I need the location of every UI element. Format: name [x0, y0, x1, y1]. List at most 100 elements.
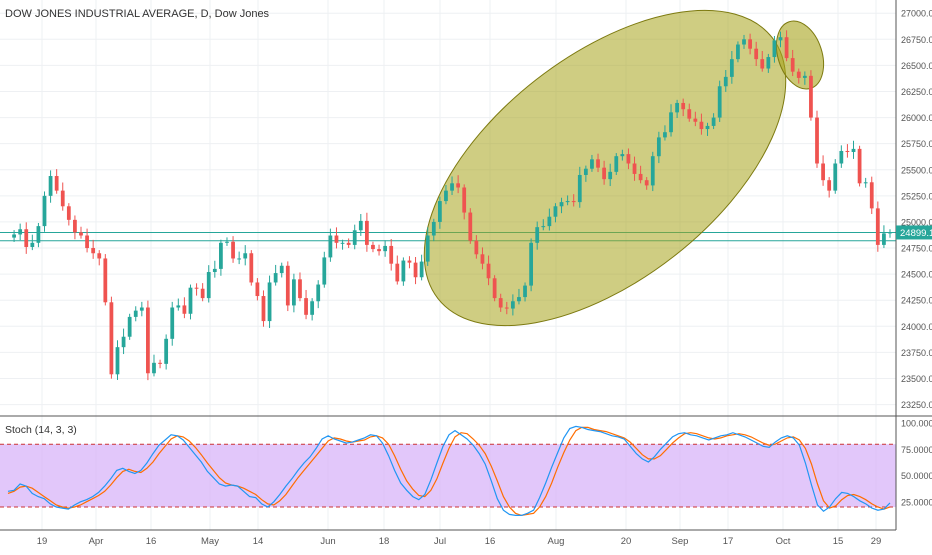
stochastic-lines: [7, 425, 891, 517]
bearish-candle: [97, 253, 102, 259]
bearish-candle: [875, 208, 880, 245]
bearish-candle: [304, 298, 308, 315]
bearish-candle: [644, 180, 649, 186]
time-tick-label: Jun: [320, 536, 335, 547]
price-tick-label: 26500.00: [901, 61, 932, 71]
bearish-candle: [158, 362, 162, 364]
stoch-d-line: [7, 426, 891, 517]
bullish-candle: [164, 338, 169, 364]
bearish-candle: [79, 232, 83, 236]
bearish-candle: [462, 187, 467, 213]
indicator-title: Stoch (14, 3, 3): [5, 424, 77, 436]
bullish-candle: [419, 261, 424, 278]
bullish-candle: [888, 232, 892, 234]
bullish-candle: [863, 182, 868, 184]
bullish-candle: [608, 171, 613, 180]
bullish-candle: [559, 202, 564, 207]
time-tick-label: 18: [379, 536, 390, 547]
bullish-candle: [565, 201, 570, 203]
bearish-candle: [602, 167, 606, 180]
bullish-candle: [431, 221, 436, 236]
bullish-candle: [322, 257, 327, 285]
bullish-candle: [717, 86, 722, 118]
stoch-tick-label: 50.0000: [901, 471, 932, 481]
bearish-candle: [395, 263, 400, 282]
bullish-candle: [851, 148, 856, 153]
stoch-tick-label: 75.0000: [901, 445, 932, 455]
price-tick-label: 23250.00: [901, 400, 932, 410]
bullish-candle: [778, 37, 783, 41]
bullish-candle: [450, 183, 454, 191]
candles: [12, 30, 892, 381]
bullish-candle: [30, 242, 35, 247]
bullish-candle: [839, 150, 844, 164]
bearish-candle: [790, 58, 795, 72]
bearish-candle: [748, 39, 752, 49]
price-tick-label: 25750.00: [901, 139, 932, 149]
bearish-candle: [24, 229, 29, 247]
bullish-candle: [237, 258, 242, 260]
bullish-candle: [273, 273, 278, 283]
bearish-candle: [85, 235, 89, 249]
bullish-candle: [766, 57, 771, 69]
bearish-candle: [413, 262, 418, 278]
price-tick-label: 27000.00: [901, 9, 932, 19]
bearish-candle: [371, 244, 375, 250]
bullish-candle: [723, 76, 728, 87]
bearish-candle: [364, 220, 369, 245]
bullish-candle: [583, 168, 588, 175]
bullish-candle: [352, 230, 357, 245]
time-tick-label: Sep: [672, 536, 689, 547]
bearish-candle: [784, 37, 789, 59]
bearish-candle: [255, 282, 260, 297]
bearish-candle: [109, 302, 114, 375]
bullish-candle: [310, 301, 315, 315]
bullish-candle: [42, 195, 47, 227]
bearish-candle: [504, 307, 509, 309]
bullish-candle: [383, 245, 388, 252]
bullish-candle: [523, 285, 527, 298]
bullish-candle: [705, 125, 710, 130]
bullish-candle: [772, 40, 777, 58]
bearish-candle: [103, 258, 108, 303]
bullish-candle: [279, 265, 284, 274]
bullish-candle: [340, 242, 345, 244]
bearish-candle: [200, 288, 205, 299]
bearish-candle: [182, 305, 187, 314]
bearish-candle: [91, 248, 96, 254]
bullish-candle: [882, 233, 886, 245]
bearish-candle: [857, 148, 862, 184]
bearish-candle: [298, 279, 302, 299]
bearish-candle: [809, 75, 813, 118]
stochastic-band: [0, 443, 896, 508]
bearish-candle: [194, 287, 199, 289]
bearish-candle: [681, 102, 686, 110]
time-tick-label: Oct: [776, 536, 791, 547]
bearish-candle: [389, 245, 394, 264]
bullish-candle: [316, 284, 321, 302]
bullish-candle: [590, 159, 594, 169]
bullish-candle: [425, 235, 430, 262]
bullish-candle: [48, 176, 53, 196]
bullish-candle: [358, 220, 363, 231]
time-tick-label: 14: [253, 536, 264, 547]
bullish-candle: [669, 112, 673, 133]
axes: 27000.00 26750.00 26500.00 26250.00 26000.00…: [37, 9, 932, 547]
price-tick-label: 23750.00: [901, 348, 932, 358]
bullish-candle: [212, 268, 217, 273]
bearish-candle: [687, 109, 692, 119]
time-tick-label: May: [201, 536, 219, 547]
bullish-candle: [614, 156, 619, 172]
bearish-candle: [760, 59, 765, 69]
chart-title: DOW JONES INDUSTRIAL AVERAGE, D, Dow Jon…: [5, 8, 270, 20]
bearish-candle: [821, 163, 825, 181]
bullish-candle: [12, 234, 16, 238]
bullish-candle: [541, 226, 546, 228]
bearish-candle: [498, 298, 503, 308]
bullish-candle: [121, 336, 126, 348]
time-tick-label: Aug: [548, 536, 565, 547]
bearish-candle: [377, 249, 381, 252]
bullish-candle: [152, 362, 156, 374]
bearish-candle: [146, 307, 150, 374]
